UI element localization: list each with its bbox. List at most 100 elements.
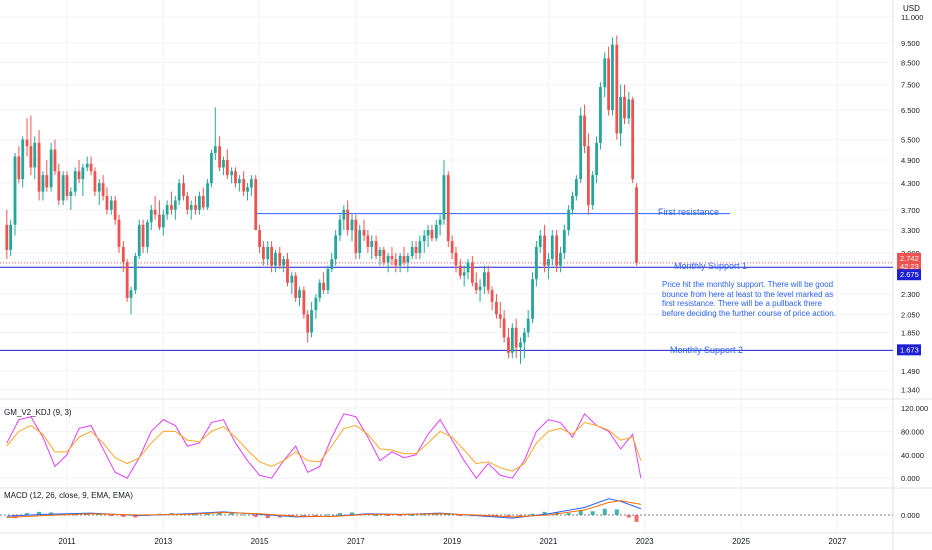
level-label-support-2: Monthly Support 2 [670, 345, 744, 355]
candle-body [326, 268, 330, 291]
kdj-axis-tick: 40.000 [901, 451, 924, 460]
candles [5, 35, 638, 364]
kdj-axis-tick: 0.000 [901, 474, 920, 483]
candle-body [53, 149, 57, 172]
price-axis-tick: 8.500 [901, 59, 920, 68]
candle-body [607, 58, 611, 111]
macd-histogram-bar [109, 515, 114, 516]
candle-body [595, 142, 598, 176]
price-axis-tick: 4.300 [901, 179, 920, 188]
candle-body [230, 171, 234, 176]
candle-body [366, 235, 370, 247]
candle-body [462, 272, 466, 276]
macd-histogram-bar [313, 515, 318, 516]
candle-body [414, 246, 418, 253]
candle-body [519, 342, 522, 348]
candle-body [358, 230, 362, 253]
time-axis-tick: 2013 [154, 537, 172, 546]
price-axis-tick: 1.340 [901, 386, 920, 395]
analysis-note: Price hit the monthly support. There wil… [662, 280, 836, 318]
candle-body [458, 265, 462, 276]
candle-body [45, 175, 49, 188]
macd-histogram-bar [253, 515, 258, 517]
candle-body [113, 200, 117, 220]
candle-body [430, 230, 434, 239]
candle-body [173, 200, 177, 210]
macd-histogram-bar [37, 511, 42, 515]
candle-body [490, 290, 494, 302]
candle-body [13, 156, 17, 225]
macd-histogram-bar [121, 515, 126, 517]
candle-body [482, 272, 486, 287]
candle-body [591, 175, 595, 206]
candle-body [65, 175, 69, 196]
candle-body [454, 252, 458, 266]
price-axis-tick: 6.500 [901, 106, 920, 115]
candle-body [631, 99, 635, 180]
candle-body [93, 171, 97, 192]
candle-body [378, 249, 382, 257]
candle-body [526, 318, 530, 333]
macd-indicator-title[interactable]: MACD (12, 26, close, 9, EMA, EMA) [4, 491, 133, 500]
candle-body [514, 327, 518, 348]
level-price-value: 1.673 [900, 345, 919, 354]
candle-body [298, 290, 301, 298]
candle-body [342, 209, 346, 220]
candle-body [21, 139, 25, 180]
candle-body [623, 96, 626, 119]
candle-body [282, 259, 286, 266]
candle-body [290, 275, 294, 283]
candle-body [466, 262, 470, 273]
time-axis-tick: 2023 [636, 537, 654, 546]
candle-body [386, 256, 390, 263]
candle-body [109, 200, 113, 210]
macd-histogram-bar [626, 515, 631, 518]
candle-body [149, 209, 153, 223]
candle-body [450, 241, 454, 253]
macd-axis-tick: 0.000 [901, 511, 920, 520]
candle-body [37, 142, 41, 192]
candle-body [635, 187, 638, 263]
macd-histogram-bar [193, 514, 198, 516]
macd-histogram-bar [217, 511, 222, 515]
macd-histogram-bar [73, 514, 78, 516]
candle-body [470, 262, 474, 283]
macd-histogram-bar [350, 512, 355, 515]
candle-body [17, 156, 21, 180]
candle-body [611, 44, 614, 111]
macd-histogram-bar [634, 515, 639, 522]
candle-body [161, 214, 165, 228]
macd-histogram-bar [325, 514, 330, 516]
candle-body [170, 205, 173, 210]
candle-body [201, 195, 205, 208]
candle-body [294, 275, 298, 298]
candle-body [89, 163, 93, 172]
candle-body [234, 171, 237, 184]
time-axis-tick: 2011 [58, 537, 76, 546]
candle-body [550, 235, 554, 260]
kdj-indicator-title[interactable]: GM_V2_KDJ (9, 3) [4, 408, 72, 417]
candle-body [502, 318, 506, 338]
macd-histogram-bar [133, 515, 138, 518]
candle-body [562, 230, 566, 253]
candle-body [322, 282, 326, 291]
candle-body [302, 290, 306, 315]
candle-body [121, 246, 125, 263]
candle-body [266, 246, 270, 260]
level-label-first-resistance: First resistance [658, 207, 720, 217]
time-axis[interactable]: 2011 2013 2015 2017 2019 2021 2023 2025 2027 [58, 537, 846, 546]
time-axis-tick: 2017 [347, 537, 365, 546]
candle-body [182, 183, 185, 196]
candle-body [498, 314, 502, 319]
time-axis-tick: 2019 [443, 537, 461, 546]
candle-body [210, 152, 213, 184]
candle-body [262, 246, 265, 260]
price-axis[interactable]: 120.000 80.000 40.000 0.000 0.000 11.000 9.500… [897, 13, 928, 520]
candle-body [286, 259, 289, 283]
candle-body [129, 290, 133, 298]
candle-body [222, 160, 225, 168]
price-axis-tick: 2.300 [901, 290, 920, 299]
candle-body [258, 230, 261, 247]
macd-histogram-bar [337, 513, 342, 515]
